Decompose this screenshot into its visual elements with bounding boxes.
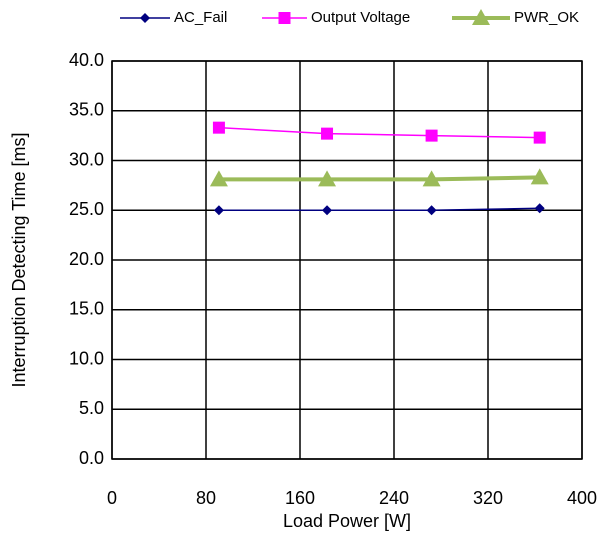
legend-marker xyxy=(140,13,150,23)
x-tick-label: 400 xyxy=(567,488,597,508)
legend-marker xyxy=(278,12,291,24)
y-tick-label: 40.0 xyxy=(69,50,104,70)
x-tick-label: 0 xyxy=(107,488,117,508)
x-axis-label: Load Power [W] xyxy=(283,511,411,531)
y-tick-label: 10.0 xyxy=(69,348,104,368)
x-tick-label: 320 xyxy=(473,488,503,508)
series-line xyxy=(218,126,540,139)
marker xyxy=(426,205,437,216)
marker xyxy=(318,170,337,187)
legend-marker xyxy=(472,9,490,25)
marker xyxy=(422,170,441,187)
y-tick-label: 35.0 xyxy=(69,100,104,120)
x-tick-label: 240 xyxy=(379,488,409,508)
marker xyxy=(209,170,228,187)
marker xyxy=(213,205,224,216)
legend-label: Output Voltage xyxy=(311,9,410,26)
marker xyxy=(530,168,549,185)
series-line xyxy=(218,175,540,182)
y-axis-label: Interruption Detecting Time [ms] xyxy=(9,132,29,387)
legend-label: AC_Fail xyxy=(174,9,227,26)
marker xyxy=(321,127,334,140)
y-tick-label: 20.0 xyxy=(69,249,104,269)
legend-label: PWR_OK xyxy=(514,9,579,26)
marker xyxy=(533,131,546,144)
y-tick-label: 30.0 xyxy=(69,149,104,169)
x-tick-label: 80 xyxy=(196,488,216,508)
marker xyxy=(534,203,545,214)
marker xyxy=(212,121,225,134)
marker xyxy=(322,205,333,216)
marker xyxy=(425,129,438,142)
y-tick-label: 5.0 xyxy=(79,398,104,418)
y-tick-label: 15.0 xyxy=(69,299,104,319)
y-tick-label: 0.0 xyxy=(79,448,104,468)
series-line xyxy=(218,207,540,211)
x-tick-label: 160 xyxy=(285,488,315,508)
y-tick-label: 25.0 xyxy=(69,199,104,219)
